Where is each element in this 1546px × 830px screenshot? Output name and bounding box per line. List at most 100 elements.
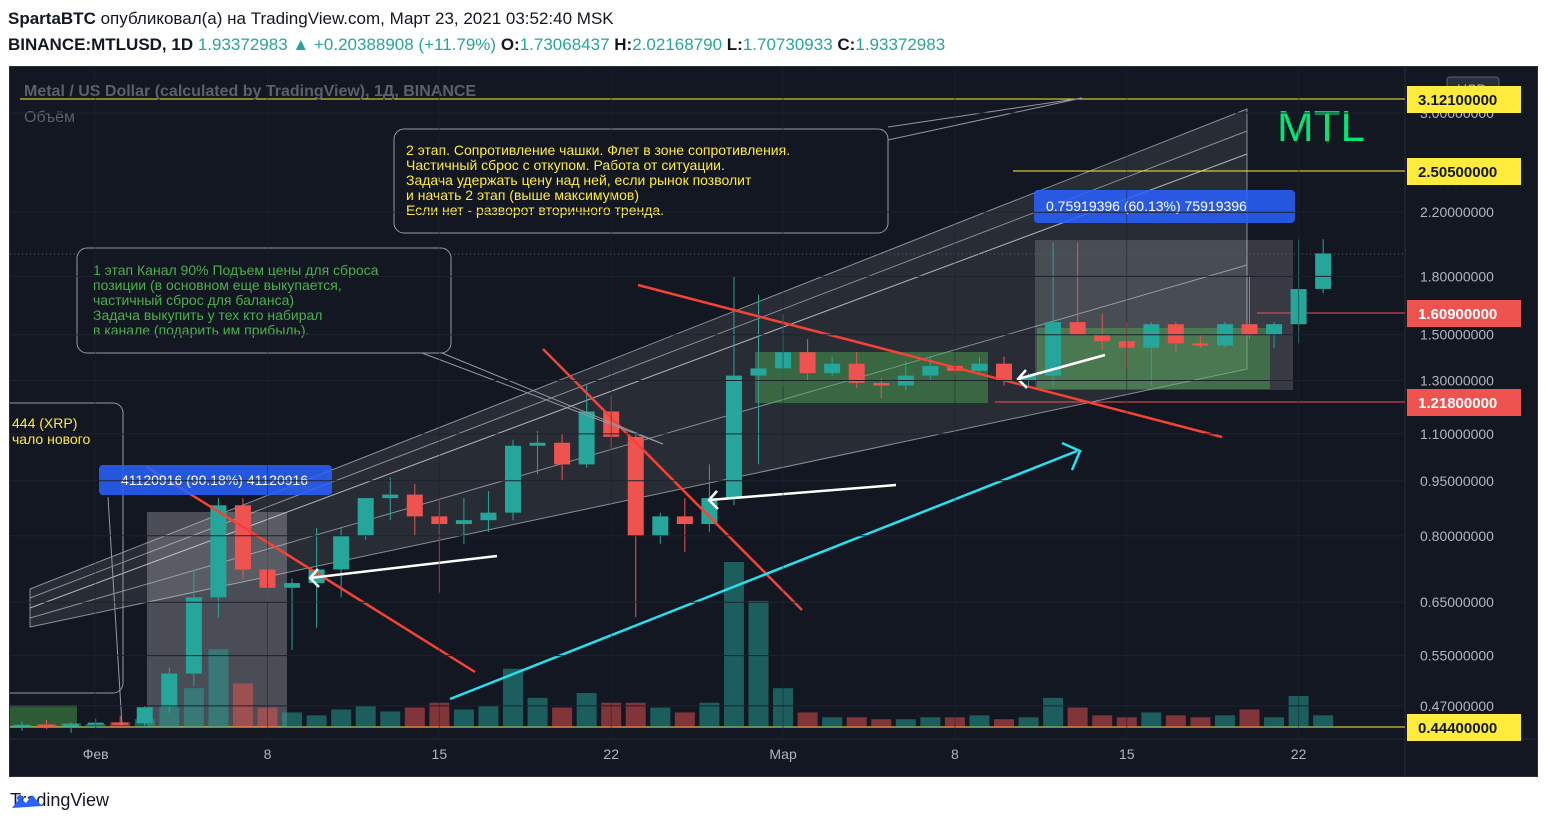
volume-bar xyxy=(822,717,843,727)
candle-body xyxy=(750,368,767,376)
callout-box-stage2 xyxy=(393,128,889,234)
chart-panel[interactable]: 2 этап. Сопротивление чашки. Флет в зоне… xyxy=(9,66,1538,777)
high-value: 2.02168790 xyxy=(632,35,723,54)
volume-bar xyxy=(969,715,990,727)
publish-info: опубликовал(а) на TradingView.com, Март … xyxy=(100,9,614,28)
candle-body xyxy=(799,352,816,374)
measure-label-bg-1 xyxy=(1034,190,1295,223)
volume-bar xyxy=(1190,717,1211,727)
volume-bar xyxy=(1141,712,1162,727)
low-value: 1.70730933 xyxy=(742,35,833,54)
candle-body xyxy=(234,505,251,570)
stage2-note-line: и начать 2 этап (выше максимумов) xyxy=(406,187,639,203)
regression-channel xyxy=(29,108,1248,628)
volume-bar xyxy=(404,707,425,727)
candle-body xyxy=(1020,375,1037,381)
symbol-line: BINANCE:MTLUSD, 1D 1.93372983 ▲ +0.20388… xyxy=(8,32,945,58)
candle-body xyxy=(529,442,546,446)
candle-body xyxy=(824,363,841,374)
white-arrow-head-icon xyxy=(1016,369,1028,389)
price-tick-label: 0.65000000 xyxy=(1420,594,1494,610)
stage2-note-line: 2 этап. Сопротивление чашки. Флет в зоне… xyxy=(406,142,790,158)
volume-bar xyxy=(674,712,695,727)
volume-bar xyxy=(380,711,401,727)
volume-bar xyxy=(699,702,720,727)
candle-body xyxy=(676,516,693,525)
candle-body xyxy=(161,673,178,708)
volume-bar xyxy=(1018,717,1039,727)
callout-box-xrp xyxy=(10,402,124,694)
candle-body xyxy=(1094,334,1111,342)
candle-body xyxy=(554,442,571,465)
flat-zone-1 xyxy=(755,352,988,403)
candle-body xyxy=(848,363,865,383)
callout-box-stage1 xyxy=(76,247,452,354)
price-level-label: 2.50500000 xyxy=(1418,164,1497,181)
chart-header: SpartaBTC опубликовал(а) на TradingView.… xyxy=(8,6,945,58)
volume-bar xyxy=(625,702,646,727)
price-level-label-bg xyxy=(1407,714,1521,741)
publish-line: SpartaBTC опубликовал(а) на TradingView.… xyxy=(8,6,945,32)
callout-pointer-stage2b xyxy=(887,97,1083,141)
volume-bar xyxy=(1264,717,1285,727)
price-level-label: 0.44400000 xyxy=(1418,720,1497,737)
candle-body xyxy=(725,375,742,499)
volume-bar xyxy=(797,712,818,727)
volume-bar xyxy=(748,600,769,727)
volume-bar xyxy=(1043,697,1064,727)
volume-bar xyxy=(1239,709,1260,727)
open-label: O: xyxy=(500,35,520,54)
volume-bar xyxy=(527,697,548,727)
author-name[interactable]: SpartaBTC xyxy=(8,9,96,28)
low-label: L: xyxy=(726,35,743,54)
candle-body xyxy=(406,494,423,517)
volume-bar xyxy=(503,668,523,727)
white-arrow-line xyxy=(309,554,498,580)
volume-bar xyxy=(846,717,867,727)
volume-bar xyxy=(576,693,597,727)
volume-bar xyxy=(282,712,303,727)
stage2-note-line: Если нет - разворот вторичного тренда. xyxy=(406,202,664,218)
candle-body xyxy=(210,505,227,598)
candle-body xyxy=(1241,324,1258,335)
legend-volume: Объём xyxy=(24,109,75,126)
price-chart[interactable]: 2 этап. Сопротивление чашки. Флет в зоне… xyxy=(10,67,1537,776)
volume-bar xyxy=(1092,715,1113,727)
volume-bar xyxy=(650,707,671,727)
stage1-note-line: 1 этап Канал 90% Подъем цены для сброса xyxy=(93,262,379,278)
candle-body xyxy=(1069,322,1086,335)
price-level-label-bg xyxy=(1407,158,1521,185)
price-tick-label: 1.80000000 xyxy=(1420,268,1494,284)
candle-body xyxy=(1192,343,1209,346)
volume-bar xyxy=(478,705,499,727)
candle-body xyxy=(1143,324,1160,348)
stage1-note-line: Задача выкупить у тех кто набирал xyxy=(93,307,322,323)
candle-body xyxy=(38,724,55,727)
close-label: C: xyxy=(837,35,856,54)
volume-bar xyxy=(159,707,180,727)
volume-bar xyxy=(1067,707,1088,727)
callout-pointer-stage1 xyxy=(441,352,664,445)
candle-body xyxy=(14,724,30,727)
volume-bar xyxy=(1214,715,1235,727)
price-level-label-bg xyxy=(1407,300,1521,327)
candle-body xyxy=(873,382,890,386)
white-arrow-line xyxy=(708,483,897,502)
candle-body xyxy=(382,494,399,499)
channel-mid-line xyxy=(29,153,1248,609)
candle-body xyxy=(185,597,202,674)
price-tick-label: 1.50000000 xyxy=(1420,327,1494,343)
candle-body xyxy=(357,498,374,536)
trend-line-red-1 xyxy=(146,465,476,674)
price-level-label: 1.60900000 xyxy=(1418,306,1497,323)
white-arrow-head-icon xyxy=(707,490,719,510)
tradingview-logo-icon xyxy=(12,795,42,808)
candle-body xyxy=(505,445,521,513)
price-level-label: 1.21800000 xyxy=(1418,395,1497,412)
candle-body xyxy=(480,512,497,521)
volume-bar xyxy=(183,688,204,727)
time-tick-label: Фев xyxy=(83,746,109,762)
price-tick-label: 0.55000000 xyxy=(1420,648,1494,664)
volume-bar xyxy=(331,709,352,727)
candle-body xyxy=(652,516,669,536)
